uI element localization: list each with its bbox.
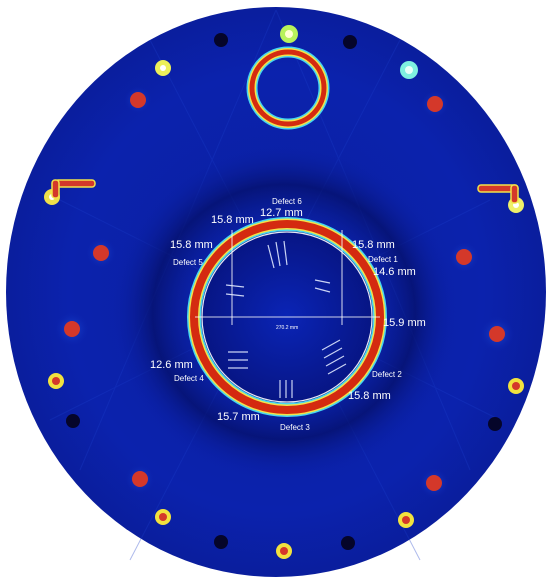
label-defect-3: Defect 3 <box>280 423 310 432</box>
transducer-dot <box>214 33 228 47</box>
annotations: Defect 6 12.7 mm 15.8 mm 15.8 mm 15.8 mm… <box>150 197 426 432</box>
transducer-dot <box>488 417 502 431</box>
transducers <box>44 25 524 559</box>
label-thickness-left: 15.8 mm <box>170 239 213 251</box>
pipe-section <box>187 217 387 417</box>
reference-ring <box>246 46 330 130</box>
label-diameter: 270.2 mm <box>276 325 298 331</box>
label-thickness-top-right: 15.8 mm <box>352 239 395 251</box>
label-thickness-right-upper: 14.6 mm <box>373 266 416 278</box>
label-defect-4: Defect 4 <box>174 374 204 383</box>
label-thickness-lower-left: 12.6 mm <box>150 359 193 371</box>
side-reflectors <box>51 179 519 204</box>
label-thickness-right: 15.9 mm <box>383 317 426 329</box>
transducer-dot <box>66 414 80 428</box>
label-defect-5: Defect 5 <box>173 258 203 267</box>
transducer-dot <box>343 35 357 49</box>
label-defect-2: Defect 2 <box>372 370 402 379</box>
transducer-dot <box>214 535 228 549</box>
label-thickness-top-left: 15.8 mm <box>211 214 254 226</box>
label-thickness-lower-right: 15.8 mm <box>348 390 391 402</box>
label-thickness-6: 12.7 mm <box>260 207 303 219</box>
label-defect-6: Defect 6 <box>272 197 302 206</box>
label-thickness-bottom: 15.7 mm <box>217 411 260 423</box>
transducer-dot <box>341 536 355 550</box>
label-defect-1: Defect 1 <box>368 255 398 264</box>
